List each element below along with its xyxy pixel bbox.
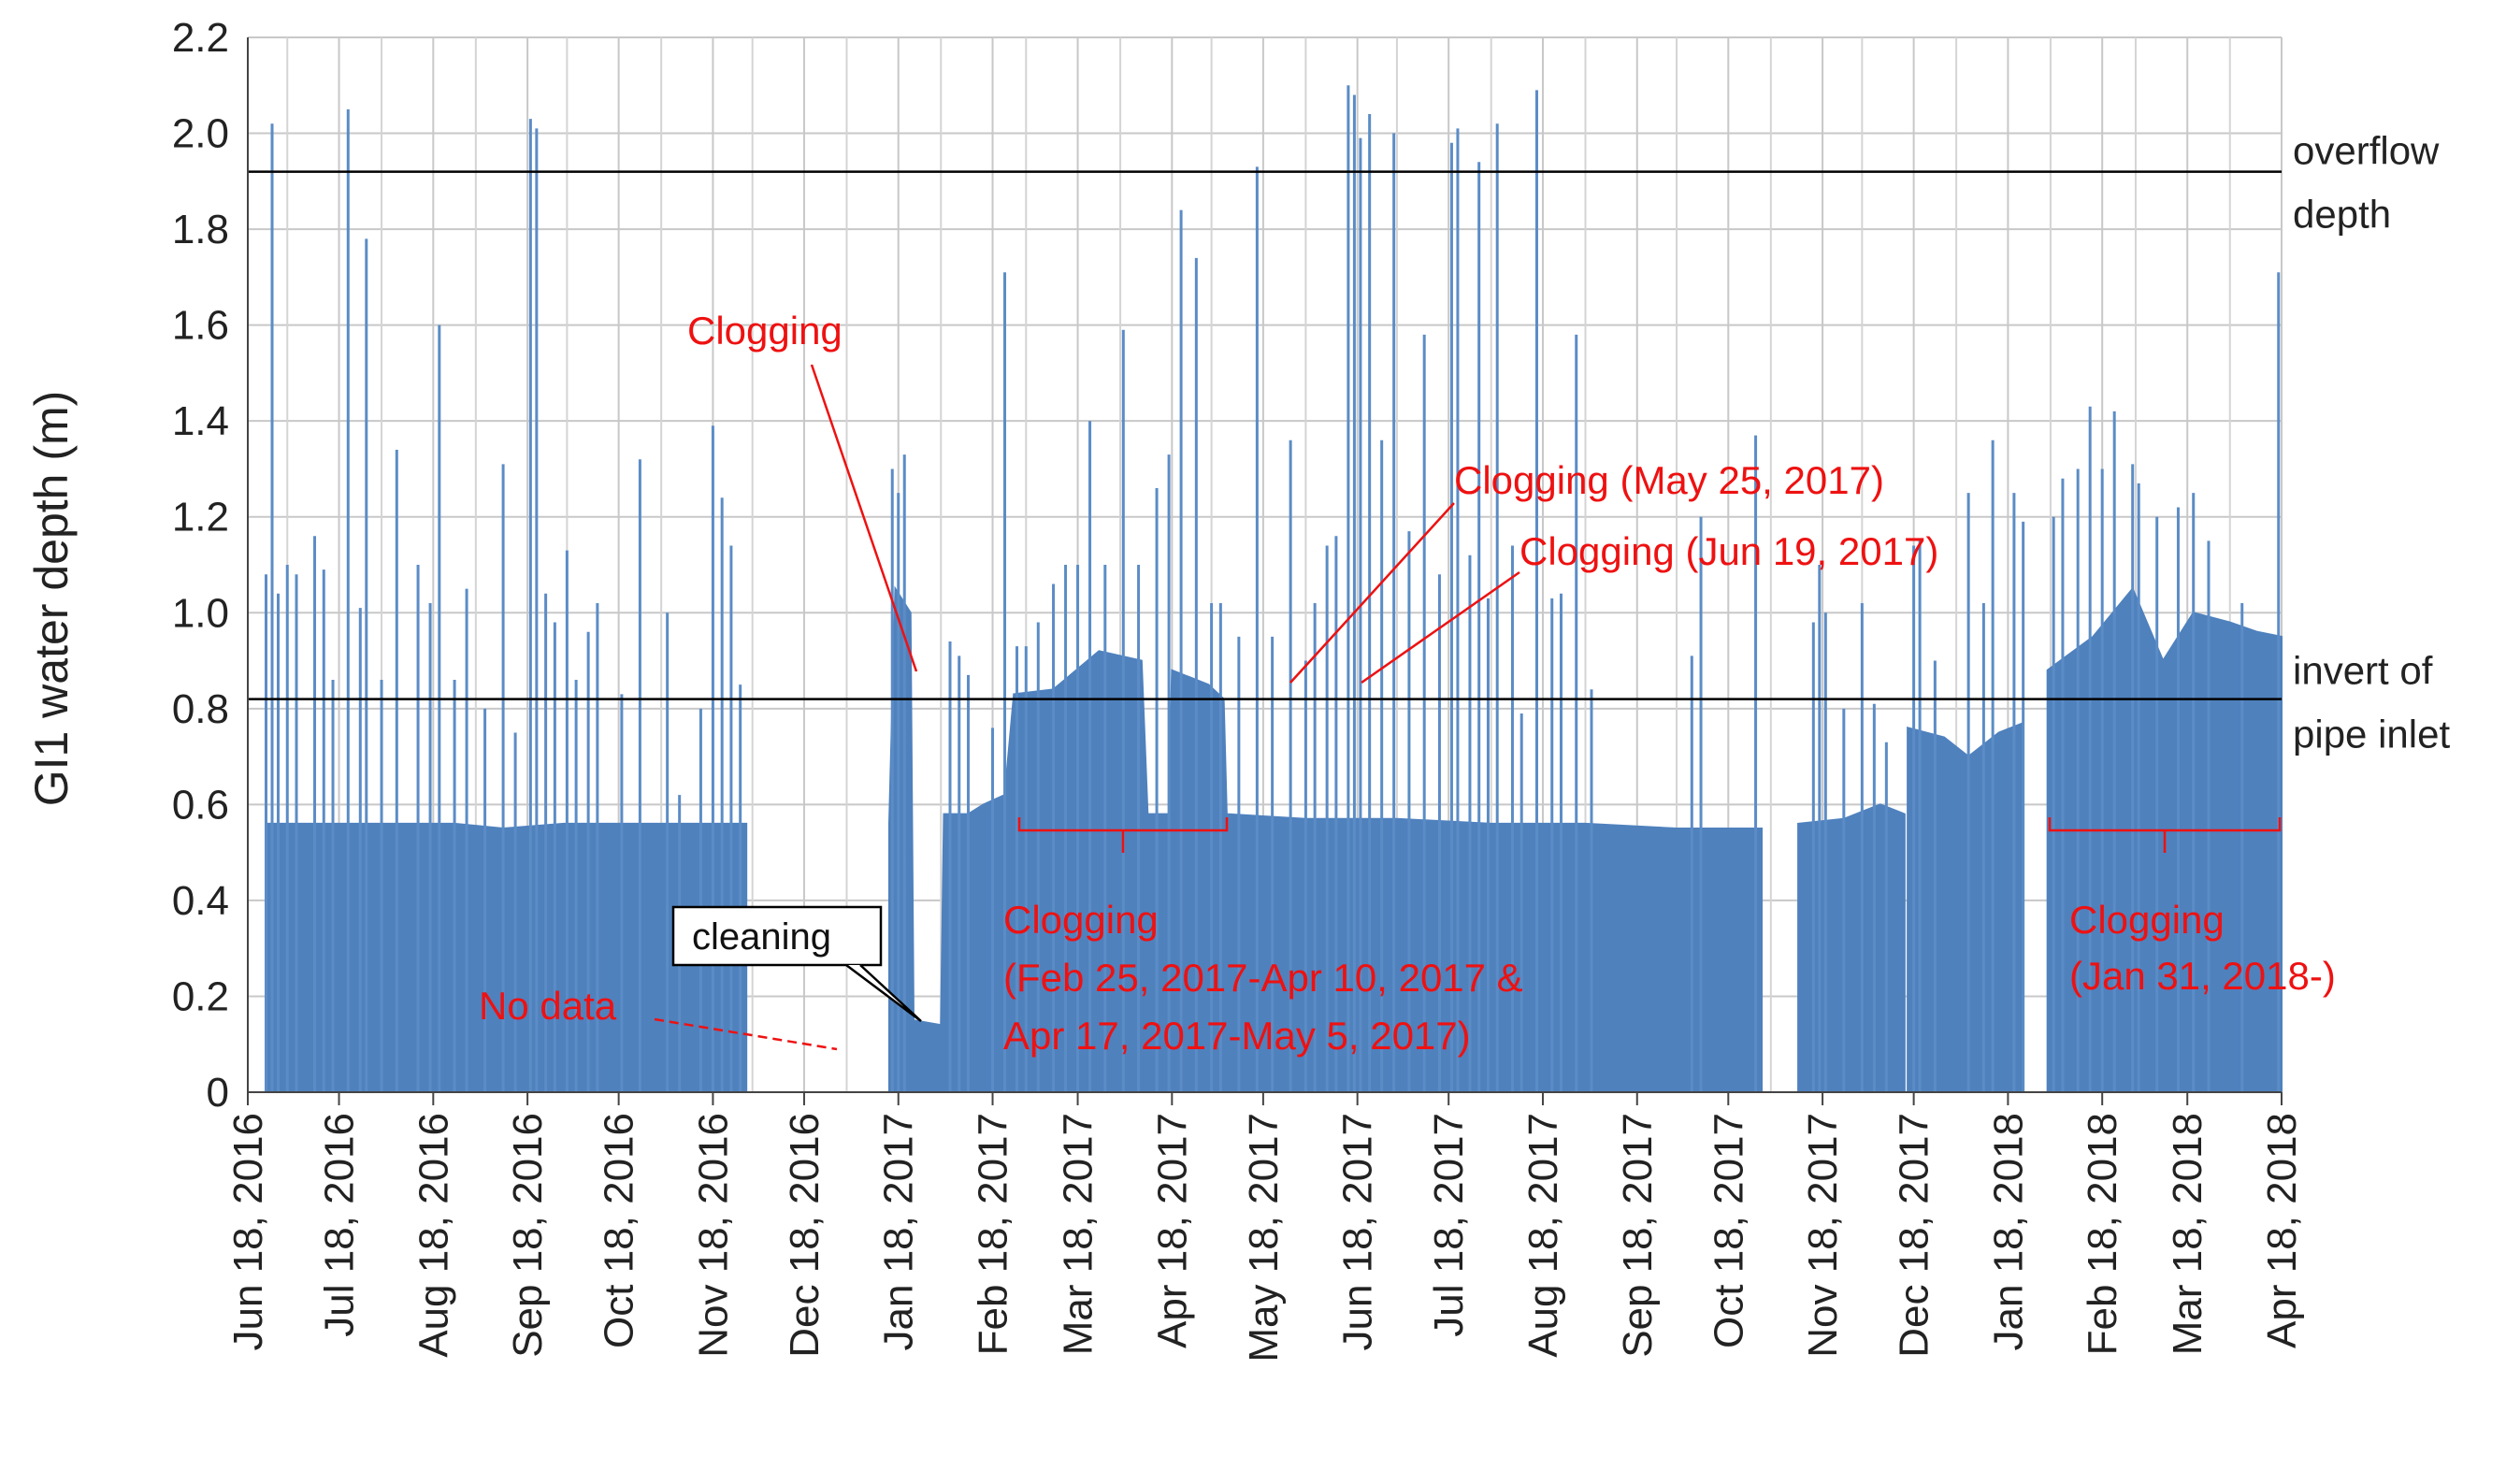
y-tick-label: 0.2 [172, 973, 229, 1019]
axis-layer: 0 0.2 0.4 0.6 0.8 1.0 1.2 1.4 1.6 1.8 2.0 2.2 Jun 18… [172, 15, 2305, 1362]
x-tick-label: Sep 18, 2016 [505, 1113, 551, 1358]
x-tick-label: Jan 18, 2018 [1985, 1113, 2031, 1350]
annotation-clogging-range: Clogging [1003, 898, 1159, 942]
reference-line-label: pipe inlet [2293, 713, 2450, 756]
x-tick-label: Jul 18, 2016 [317, 1113, 363, 1337]
x-tick-label: Dec 18, 2017 [1892, 1113, 1937, 1358]
x-tick-label: Apr 18, 2018 [2259, 1113, 2305, 1348]
x-tick-label: Aug 18, 2016 [410, 1113, 456, 1358]
annotation-clogging-range: Apr 17, 2017-May 5, 2017) [1003, 1014, 1471, 1058]
x-tick-label: Aug 18, 2017 [1520, 1113, 1566, 1358]
x-tick-label: Mar 18, 2018 [2165, 1113, 2211, 1355]
y-axis-label: GI1 water depth (m) [25, 391, 78, 807]
annotation-clogging-2018: (Jan 31, 2018-) [2069, 954, 2336, 998]
depth-area-segment [265, 822, 748, 1093]
annotation-leader [1289, 502, 1455, 684]
x-tick-label: Jun 18, 2017 [1335, 1113, 1381, 1350]
reference-line-label: depth [2293, 193, 2391, 237]
y-tick-label: 1.4 [172, 398, 229, 444]
y-tick-label: 1.8 [172, 207, 229, 252]
y-tick-label: 0.8 [172, 686, 229, 732]
annotation-clogging: Clogging [687, 309, 843, 353]
x-tick-label: Nov 18, 2017 [1800, 1113, 1846, 1358]
spike-layer [265, 85, 2281, 1092]
annotation-clogging-range: (Feb 25, 2017-Apr 10, 2017 & [1003, 956, 1523, 1000]
x-tick-label: Oct 18, 2016 [597, 1113, 642, 1348]
y-tick-label: 1.6 [172, 303, 229, 349]
x-tick-label: Jan 18, 2017 [876, 1113, 922, 1350]
x-tick-label: Oct 18, 2017 [1706, 1113, 1751, 1348]
x-tick-label: Jul 18, 2017 [1426, 1113, 1472, 1337]
x-tick-label: Nov 18, 2016 [690, 1113, 736, 1358]
y-tick-label: 0.6 [172, 782, 229, 828]
depth-area-segment [887, 585, 1764, 1093]
annotation-clogging-2018: Clogging [2069, 898, 2225, 942]
annotation-cleaning: cleaning [692, 916, 831, 958]
y-tick-label: 0.4 [172, 878, 229, 924]
y-tick-label: 2.0 [172, 111, 229, 157]
annotation-leader [810, 364, 918, 672]
depth-area-segment [1907, 721, 2024, 1093]
annotation-bracket [2048, 817, 2282, 853]
reference-lines: overflow depth invert of pipe inlet [248, 129, 2450, 756]
x-tick-label: Feb 18, 2018 [2080, 1113, 2125, 1355]
annotation-callout [845, 964, 922, 1022]
reference-line-label: invert of [2293, 649, 2433, 693]
x-tick-label: Feb 18, 2017 [971, 1113, 1016, 1355]
x-tick-label: Apr 18, 2017 [1149, 1113, 1195, 1348]
annotation-bracket [1017, 817, 1229, 853]
annotation-box [671, 905, 883, 967]
x-tick-label: Dec 18, 2016 [782, 1113, 828, 1358]
reference-line-label: overflow [2293, 129, 2440, 173]
annotation-layer: Clogging Clogging (May 25, 2017) Clogging … [479, 309, 2336, 1058]
annotation-clogging-jun: Clogging (Jun 19, 2017) [1519, 529, 1938, 573]
y-tick-label: 1.0 [172, 590, 229, 636]
x-tick-label: Mar 18, 2017 [1056, 1113, 1102, 1355]
y-tick-label: 0 [207, 1070, 229, 1116]
annotation-clogging-may: Clogging (May 25, 2017) [1454, 458, 1884, 502]
area-layer [265, 585, 2283, 1093]
annotation-leader [1361, 570, 1520, 684]
x-tick-label: Sep 18, 2017 [1615, 1113, 1661, 1358]
y-tick-label: 2.2 [172, 15, 229, 61]
x-tick-label: May 18, 2017 [1241, 1113, 1287, 1362]
annotation-no-data: No data [479, 984, 617, 1028]
x-tick-label: Jun 18, 2016 [225, 1113, 271, 1350]
annotation-leader [654, 1017, 838, 1051]
y-tick-label: 1.2 [172, 495, 229, 540]
